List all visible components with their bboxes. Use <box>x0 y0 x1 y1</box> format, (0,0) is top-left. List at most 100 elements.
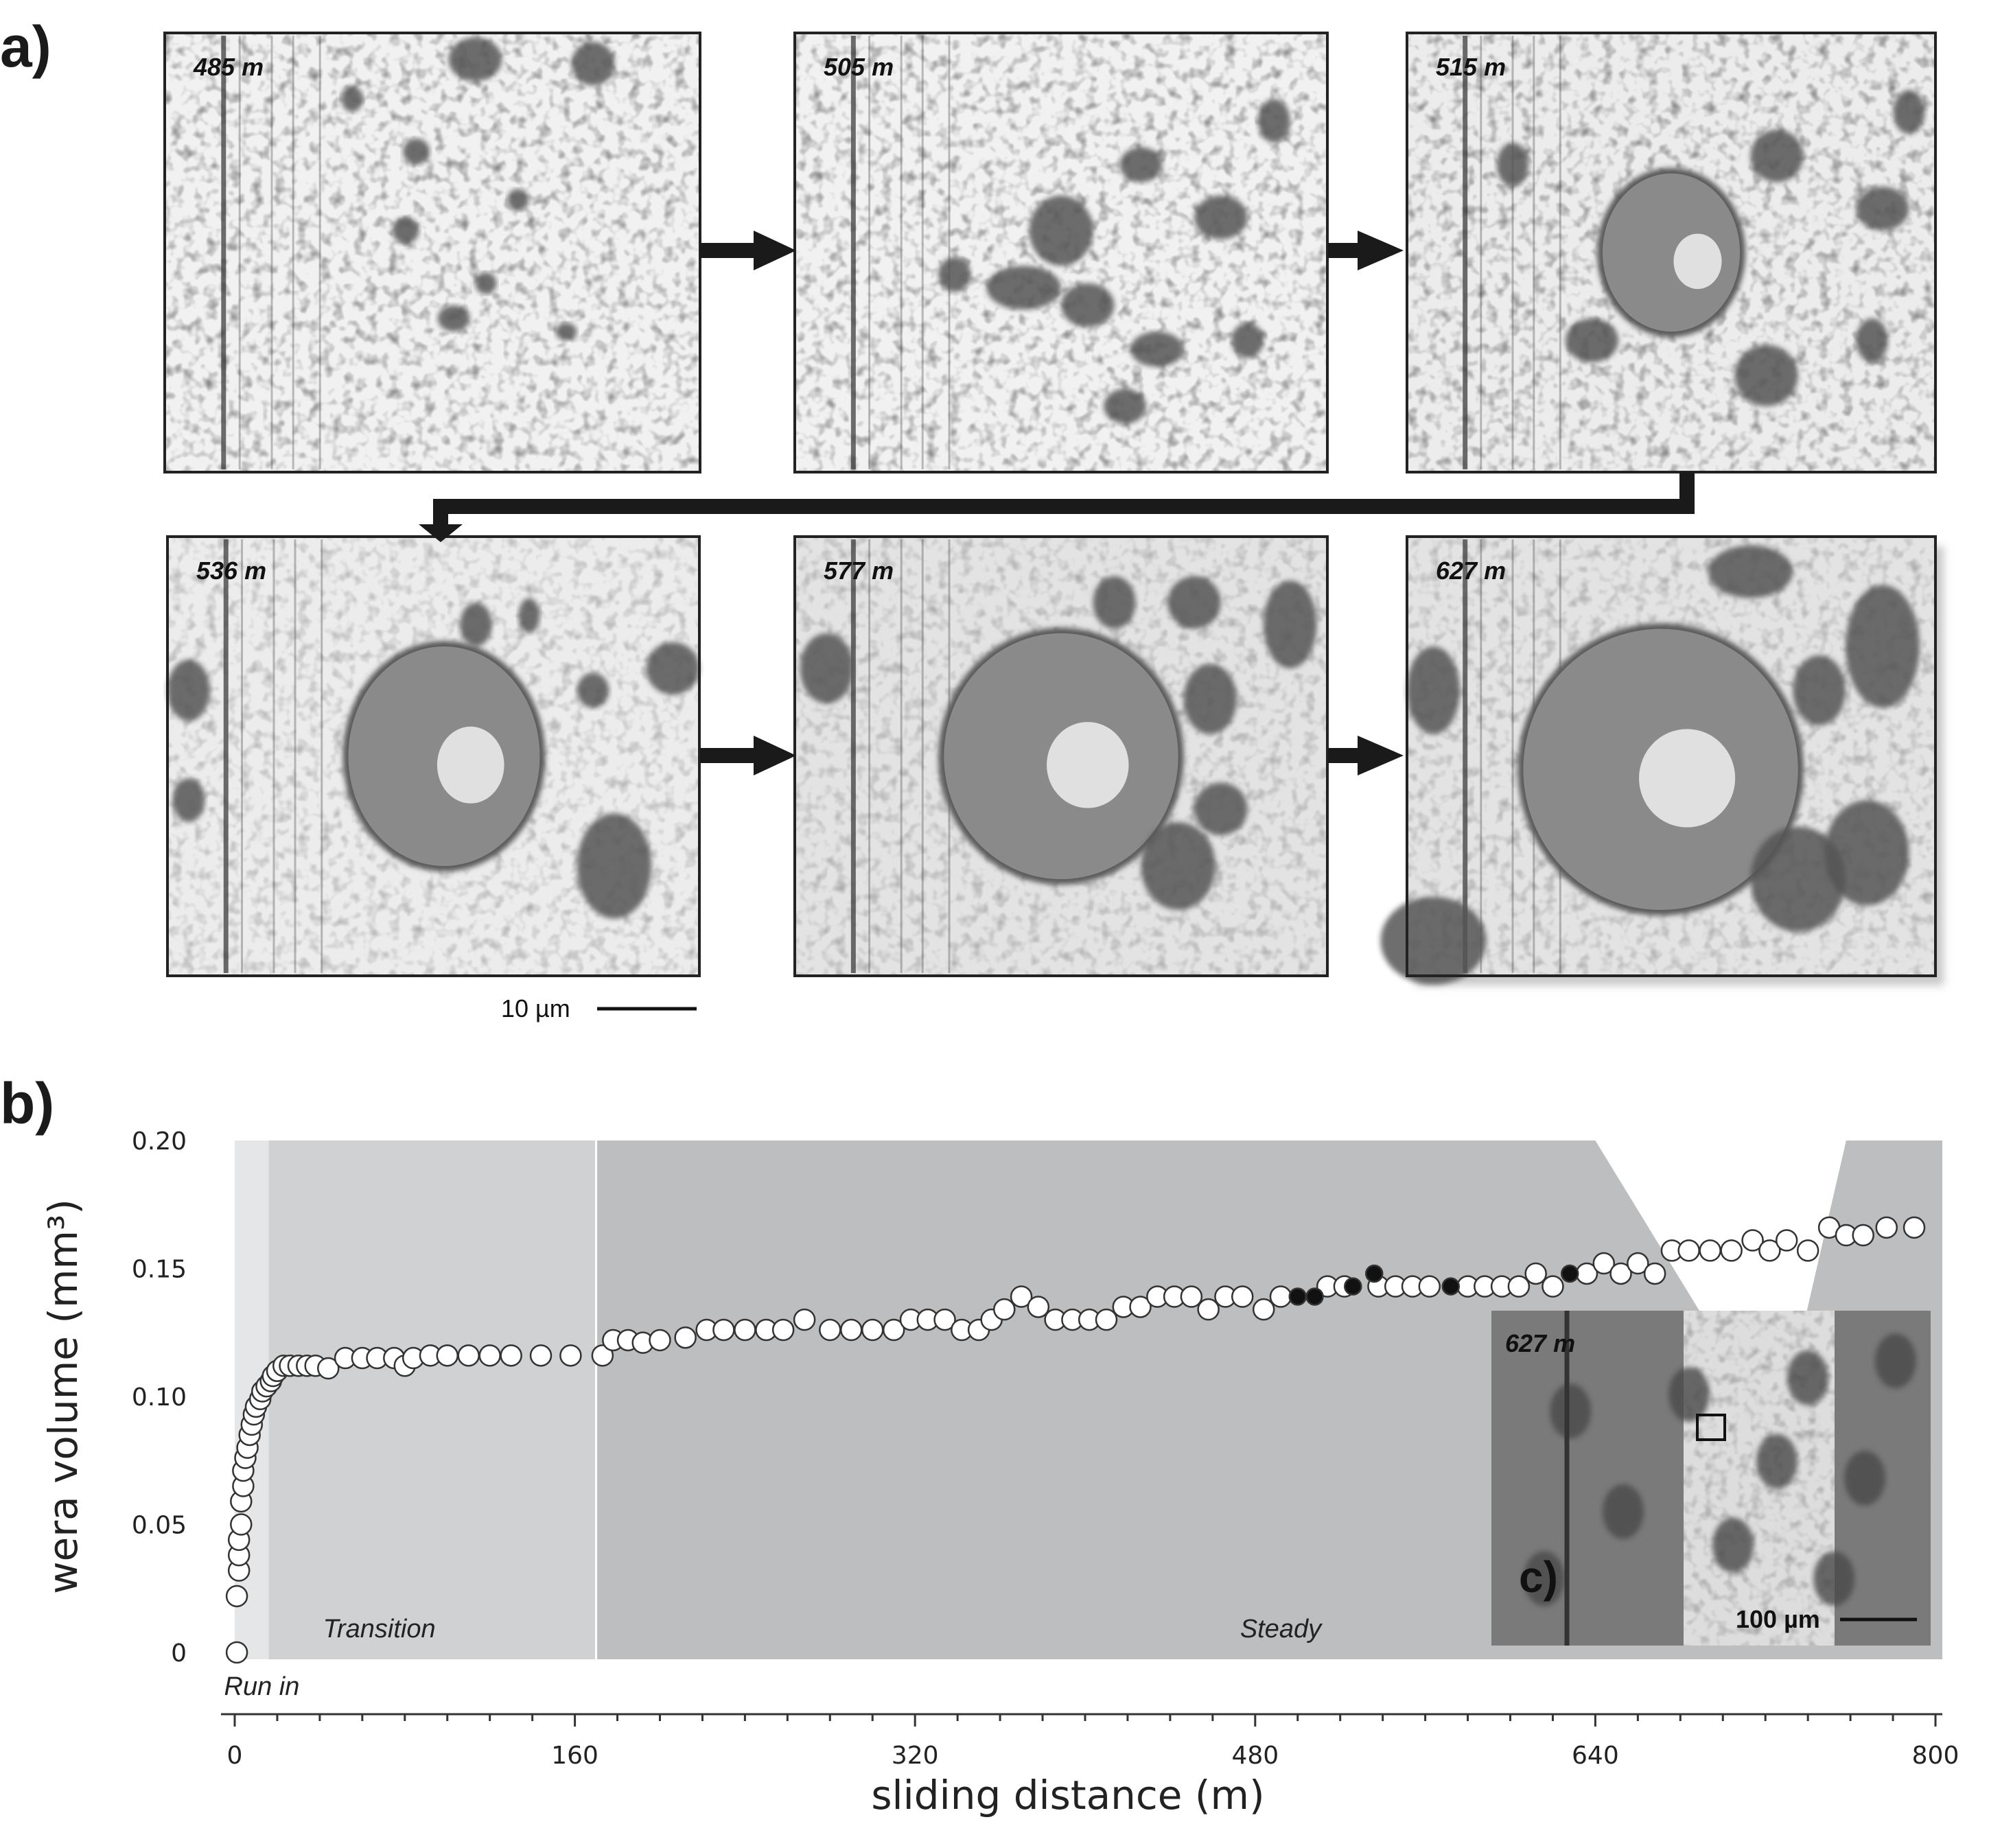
x-tick-label: 800 <box>1912 1742 1959 1770</box>
data-point <box>559 1344 582 1367</box>
y-tick-label: 0.05 <box>132 1512 187 1540</box>
arrow-3-to-4 <box>419 472 1695 542</box>
data-point <box>1252 1298 1275 1321</box>
data-point <box>1852 1224 1874 1247</box>
y-tick-label: 0.15 <box>132 1256 187 1284</box>
data-point <box>1180 1285 1203 1308</box>
data-point <box>1269 1285 1292 1308</box>
frame-distance-label: 515 m <box>1436 53 1506 81</box>
arrow-5-to-6 <box>1328 736 1404 775</box>
micrograph-frame-1: 485 m <box>163 32 701 473</box>
data-point <box>840 1318 863 1342</box>
region-label-run-in: Run in <box>224 1672 300 1701</box>
inset-panel-c: 627 m c) 100 µm <box>1491 1311 1931 1646</box>
data-point <box>1560 1264 1579 1283</box>
data-point <box>1129 1296 1152 1318</box>
data-point <box>1592 1252 1616 1275</box>
frame-distance-label: 485 m <box>193 53 264 81</box>
data-point <box>457 1344 480 1367</box>
data-point <box>793 1308 816 1331</box>
micrograph-grid: 485 m 505 m 515 m 536 m 577 m 627 m <box>163 32 1944 985</box>
data-point <box>1288 1287 1307 1306</box>
region-label-transition: Transition <box>323 1615 436 1644</box>
data-point <box>819 1318 841 1342</box>
panel-a-label: a) <box>0 14 51 79</box>
data-point <box>1775 1229 1798 1252</box>
data-point <box>317 1357 340 1380</box>
data-point <box>861 1318 884 1342</box>
data-point <box>933 1308 956 1331</box>
micrograph-frame-2: 505 m <box>793 32 1329 473</box>
data-point <box>1027 1296 1050 1318</box>
data-point <box>1344 1277 1362 1296</box>
data-point <box>529 1344 552 1367</box>
x-tick-label: 0 <box>227 1742 243 1770</box>
data-point <box>1441 1277 1461 1296</box>
series-open-circles <box>225 1216 1926 1664</box>
data-point <box>1741 1229 1764 1252</box>
data-point <box>1197 1298 1220 1321</box>
data-point <box>1418 1275 1441 1298</box>
inset-scale-label: 100 µm <box>1736 1605 1820 1633</box>
data-point <box>649 1329 671 1352</box>
data-point <box>1609 1262 1632 1285</box>
data-point <box>591 1344 614 1367</box>
micrograph-frame-6: 627 m <box>1380 535 1944 985</box>
x-axis-title: sliding distance (m) <box>871 1772 1264 1818</box>
data-point <box>1095 1308 1118 1331</box>
micrograph-frame-5: 577 m <box>793 535 1329 977</box>
panel-c-label: c) <box>1519 1552 1558 1602</box>
data-point <box>436 1344 458 1367</box>
arrow-1-to-2 <box>700 231 796 270</box>
data-point <box>1643 1262 1666 1285</box>
data-point <box>1627 1252 1649 1275</box>
micrograph-frame-3: 515 m <box>1406 32 1937 473</box>
y-tick-label: 0.10 <box>132 1383 187 1412</box>
data-point <box>1903 1216 1926 1239</box>
data-point <box>1875 1216 1898 1239</box>
frame-distance-label: 536 m <box>196 557 266 585</box>
scale-bar-a: 10 µm <box>501 994 697 1022</box>
data-point <box>1365 1264 1384 1283</box>
micrograph-frame-4: 536 m <box>166 535 701 977</box>
data-point <box>734 1318 756 1342</box>
panel-b-label: b) <box>0 1071 55 1136</box>
data-point <box>674 1326 697 1349</box>
data-points <box>225 1216 1926 1664</box>
data-point <box>993 1298 1016 1321</box>
series-filled-circles <box>1288 1264 1579 1306</box>
data-point <box>1305 1287 1324 1306</box>
data-point <box>225 1584 248 1608</box>
arrow-2-to-3 <box>1328 231 1404 270</box>
x-tick-label: 320 <box>892 1742 939 1770</box>
data-point <box>478 1344 501 1367</box>
inset-distance-label: 627 m <box>1505 1329 1575 1357</box>
data-point <box>1507 1275 1531 1298</box>
y-tick-label: 0.20 <box>132 1127 187 1156</box>
x-tick-label: 160 <box>551 1742 598 1770</box>
data-point <box>1677 1239 1700 1262</box>
sequence-arrows <box>419 231 1695 775</box>
x-tick-label: 640 <box>1572 1742 1619 1770</box>
data-point <box>1524 1262 1547 1285</box>
region-transition <box>268 1141 596 1659</box>
chart-axes: 0 160 320 480 640 800 0 0.05 0.10 0.15 0.20 <box>132 1127 1959 1770</box>
frame-distance-label: 627 m <box>1436 557 1506 585</box>
data-point <box>882 1318 905 1342</box>
scale-bar-a-label: 10 µm <box>501 994 570 1022</box>
data-point <box>1010 1285 1033 1308</box>
data-point <box>1796 1239 1819 1262</box>
y-tick-label: 0 <box>171 1639 187 1668</box>
data-point <box>1231 1285 1254 1308</box>
data-point <box>1758 1239 1781 1262</box>
data-point <box>1542 1275 1564 1298</box>
data-point <box>1699 1239 1721 1262</box>
data-point <box>771 1318 795 1342</box>
frame-distance-label: 577 m <box>824 557 894 585</box>
data-point <box>225 1641 248 1664</box>
frame-distance-label: 505 m <box>824 53 894 81</box>
x-tick-label: 480 <box>1231 1742 1279 1770</box>
data-point <box>712 1318 735 1342</box>
